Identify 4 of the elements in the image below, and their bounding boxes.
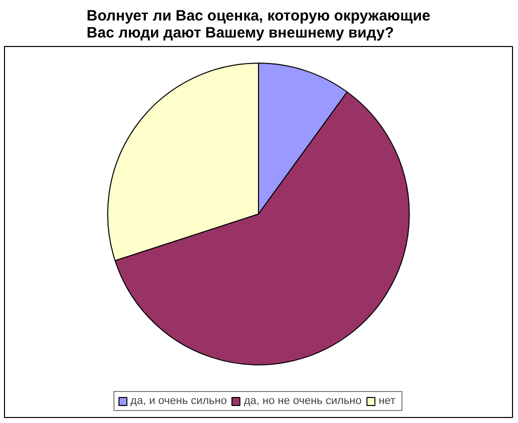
legend-label: да, но не очень сильно — [244, 395, 362, 407]
legend-label: да, и очень сильно — [130, 395, 227, 407]
legend-label: нет — [378, 395, 396, 407]
chart-title: Волнует ли Вас оценка, которую окружающие Вас люди дают Вашему внешнему виду? — [86, 8, 430, 42]
